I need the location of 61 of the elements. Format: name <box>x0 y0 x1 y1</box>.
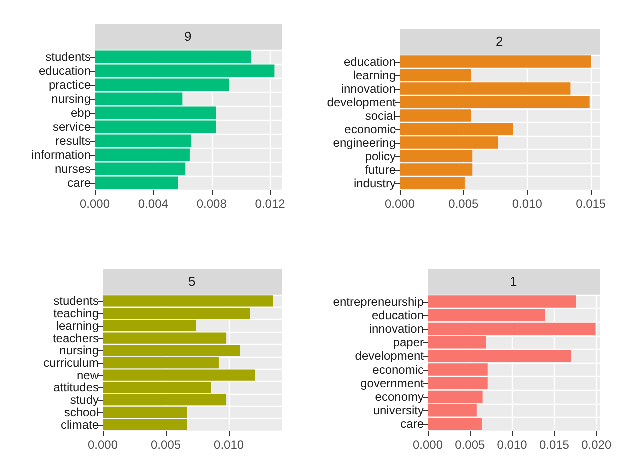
y-tick-label: entrepreneurship <box>333 294 424 309</box>
x-tick-label: 0.020 <box>582 438 612 452</box>
x-tick-label: 0.008 <box>196 197 228 211</box>
x-tick-label: 0.004 <box>138 197 169 211</box>
chart-title: 1 <box>510 274 518 289</box>
y-tick-label: attitudes <box>54 380 99 395</box>
y-tick-label: teaching <box>54 306 99 321</box>
y-tick-label: innovation <box>369 322 424 336</box>
y-tick-label: ebp <box>70 106 92 120</box>
x-tick-label: 0.005 <box>151 438 182 452</box>
y-tick-label: nurses <box>54 162 91 176</box>
x-tick-label: 0.005 <box>448 197 480 211</box>
y-tick-label: engineering <box>333 136 396 150</box>
y-tick-label: information <box>32 148 91 162</box>
y-tick-label: results <box>56 134 91 148</box>
x-tick-label: 0.000 <box>88 438 118 452</box>
x-tick-label: 0.010 <box>497 438 528 452</box>
chart-title: 9 <box>184 29 192 44</box>
y-tick-label: future <box>365 162 396 177</box>
chart-title: 2 <box>496 34 504 49</box>
y-tick-label: paper <box>393 336 424 350</box>
x-tick-label: 0.005 <box>455 438 486 452</box>
y-tick-label: innovation <box>341 82 396 96</box>
y-tick-label: nursing <box>60 344 99 358</box>
y-tick-label: social <box>365 108 396 123</box>
y-tick-label: new <box>76 368 100 382</box>
y-tick-label: service <box>52 120 92 134</box>
y-tick-label: economy <box>375 390 424 404</box>
y-tick-label: education <box>38 64 91 78</box>
x-tick-label: 0.012 <box>255 197 286 211</box>
x-tick-label: 0.000 <box>384 197 416 211</box>
y-tick-label: university <box>373 404 424 418</box>
y-tick-label: practice <box>48 78 92 92</box>
x-tick-label: 0.015 <box>576 197 606 211</box>
y-tick-label: education <box>372 308 424 322</box>
y-tick-label: industry <box>354 176 396 190</box>
x-tick-label: 0.000 <box>412 438 444 452</box>
y-tick-label: education <box>344 54 396 69</box>
x-tick-label: 0.010 <box>214 438 244 452</box>
y-tick-label: care <box>68 176 92 190</box>
y-tick-label: students <box>54 294 99 308</box>
x-tick-label: 0.015 <box>539 438 570 452</box>
y-tick-label: learning <box>56 318 99 333</box>
y-tick-label: nursing <box>52 92 91 106</box>
y-tick-label: economic <box>344 122 396 136</box>
y-tick-label: development <box>355 349 425 364</box>
y-tick-label: students <box>46 50 91 64</box>
x-tick-label: 0.000 <box>80 197 110 211</box>
x-tick-label: 0.010 <box>512 197 543 211</box>
y-tick-label: learning <box>353 68 396 82</box>
y-tick-label: climate <box>60 418 100 432</box>
y-tick-label: care <box>400 417 424 432</box>
y-tick-label: economic <box>372 362 424 377</box>
y-tick-label: development <box>327 95 397 110</box>
y-tick-label: government <box>360 376 425 390</box>
y-tick-label: school <box>64 405 99 420</box>
y-tick-label: policy <box>365 149 396 164</box>
y-tick-label: teachers <box>52 331 99 346</box>
y-tick-label: curriculum <box>44 356 99 370</box>
chart-title: 5 <box>188 274 196 289</box>
y-tick-label: study <box>70 393 99 408</box>
